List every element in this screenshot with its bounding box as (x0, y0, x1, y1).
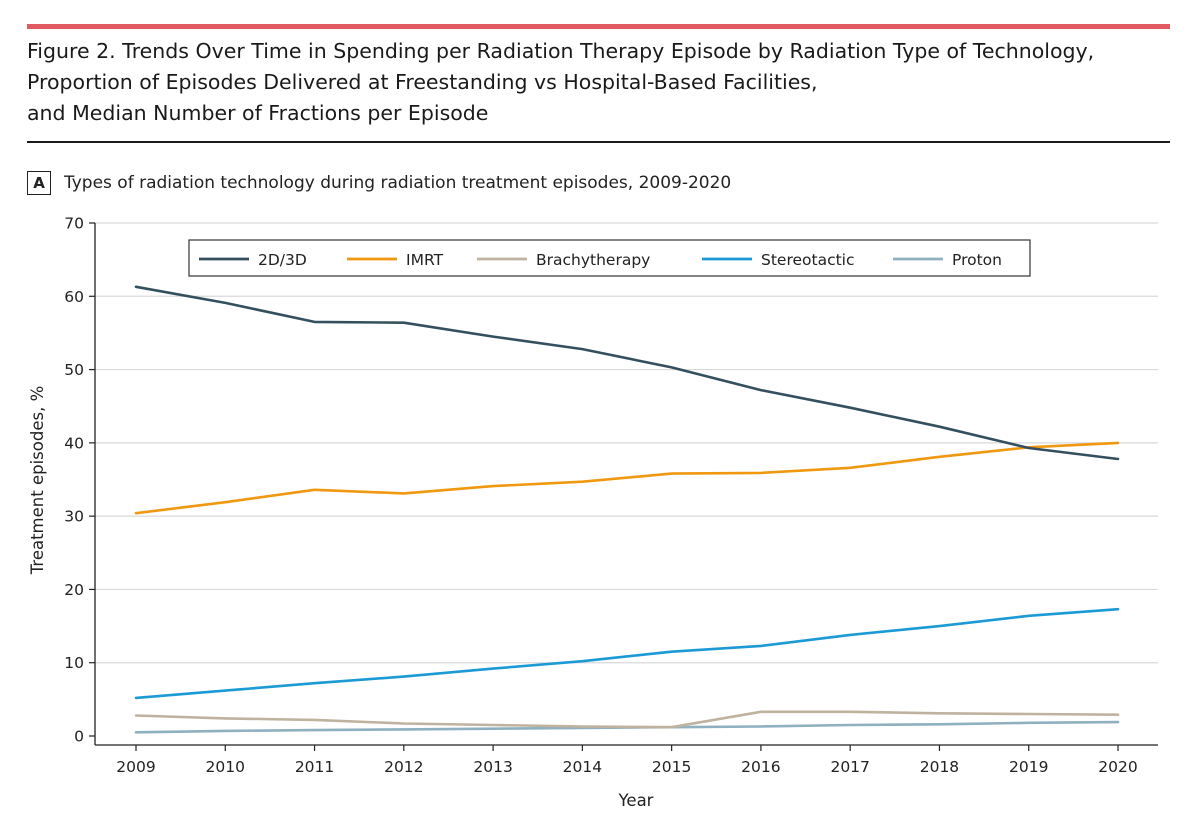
legend-label-imrt: IMRT (406, 251, 444, 269)
y-tick-label: 40 (64, 434, 84, 452)
x-tick-label: 2013 (473, 758, 512, 776)
series-line-imrt (134, 441, 1120, 515)
x-tick-label: 2010 (206, 758, 245, 776)
figure-accent-bar (27, 24, 1170, 29)
series-line-stereotactic (134, 607, 1120, 700)
series-line-brachytherapy (134, 710, 1120, 729)
x-tick-label: 2014 (563, 758, 602, 776)
x-tick-label: 2015 (652, 758, 691, 776)
legend-label-proton: Proton (952, 251, 1002, 269)
y-tick-label: 60 (64, 288, 84, 306)
y-tick-label: 30 (64, 508, 84, 526)
y-axis-title: Treatment episodes, % (28, 386, 47, 576)
x-axis-title: Year (618, 791, 654, 810)
series-lines (134, 285, 1120, 734)
x-tick-label: 2018 (920, 758, 959, 776)
legend-box (188, 239, 1031, 277)
panel-header: A Types of radiation technology during r… (27, 168, 731, 198)
x-tick-label: 2016 (741, 758, 780, 776)
legend-label-2d-3d: 2D/3D (258, 251, 307, 269)
figure-title-line-1: Figure 2. Trends Over Time in Spending p… (27, 39, 1095, 63)
figure-title: Figure 2. Trends Over Time in Spending p… (27, 36, 1177, 129)
y-tick-label: 10 (64, 654, 84, 672)
series-line-2d-3d (134, 285, 1120, 461)
legend-label-stereotactic: Stereotactic (761, 251, 855, 269)
panel-title: Types of radiation technology during rad… (64, 173, 732, 193)
title-rule (27, 141, 1170, 143)
legend-label-brachytherapy: Brachytherapy (536, 251, 650, 269)
y-tick-label: 50 (64, 361, 84, 379)
y-tick-label: 0 (74, 728, 84, 746)
x-tick-label: 2009 (116, 758, 155, 776)
x-tick-label: 2017 (830, 758, 869, 776)
x-tick-label: 2012 (384, 758, 423, 776)
x-tick-label: 2019 (1009, 758, 1048, 776)
legend: 2D/3D IMRT Brachytherapy Stereotactic Proton (188, 239, 1031, 277)
panel-label: A (27, 171, 51, 195)
x-tick-label: 2020 (1098, 758, 1137, 776)
figure-title-line-2: Proportion of Episodes Delivered at Free… (27, 70, 818, 94)
x-tick-label: 2011 (295, 758, 334, 776)
y-tick-label: 20 (64, 581, 84, 599)
gridlines (95, 222, 1158, 664)
axes: 0 10 20 30 40 50 60 70 2009 2010 2011 2012 2013 2014 2… (64, 215, 1158, 776)
figure-title-line-3: and Median Number of Fractions per Episo… (27, 101, 489, 125)
y-tick-label: 70 (64, 215, 84, 233)
